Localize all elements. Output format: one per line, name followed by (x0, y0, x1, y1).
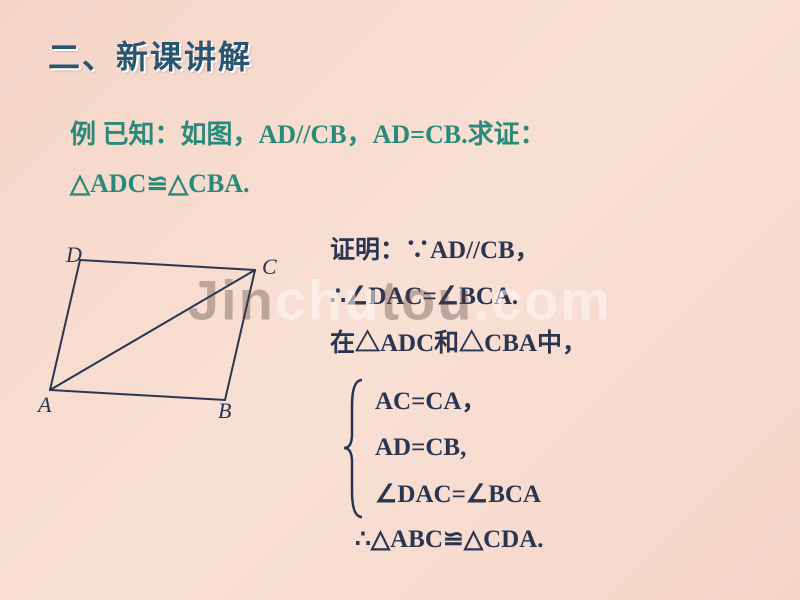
label-c: C (262, 254, 277, 280)
label-b: B (218, 398, 231, 424)
problem-line-2: △ADC≌△CBA. (70, 159, 740, 208)
label-d: D (66, 242, 82, 268)
proof-conclusion: ∴△ABC≌△CDA. (355, 524, 544, 554)
proof-line-2: ∴∠DAC=∠BCA. (330, 274, 587, 320)
brace-group: AC=CA， AD=CB, ∠DAC=∠BCA (340, 376, 541, 521)
condition-1: AC=CA， (375, 379, 541, 425)
left-brace-icon (340, 376, 370, 521)
proof-line-1: 证明：∵AD//CB， (330, 228, 587, 274)
proof-text: 证明：∵AD//CB， ∴∠DAC=∠BCA. 在△ADC和△CBA中， (330, 228, 587, 367)
section-title: 二、新课讲解 (48, 32, 252, 78)
problem-line-1: 例 已知：如图，AD//CB，AD=CB.求证： (70, 110, 740, 159)
geometry-diagram: D C A B (30, 240, 310, 430)
condition-3: ∠DAC=∠BCA (375, 472, 541, 518)
condition-2: AD=CB, (375, 425, 541, 471)
problem-statement: 例 已知：如图，AD//CB，AD=CB.求证： △ADC≌△CBA. (70, 110, 740, 209)
label-a: A (38, 392, 51, 418)
proof-line-3: 在△ADC和△CBA中， (330, 321, 587, 367)
brace-conditions: AC=CA， AD=CB, ∠DAC=∠BCA (375, 379, 541, 518)
